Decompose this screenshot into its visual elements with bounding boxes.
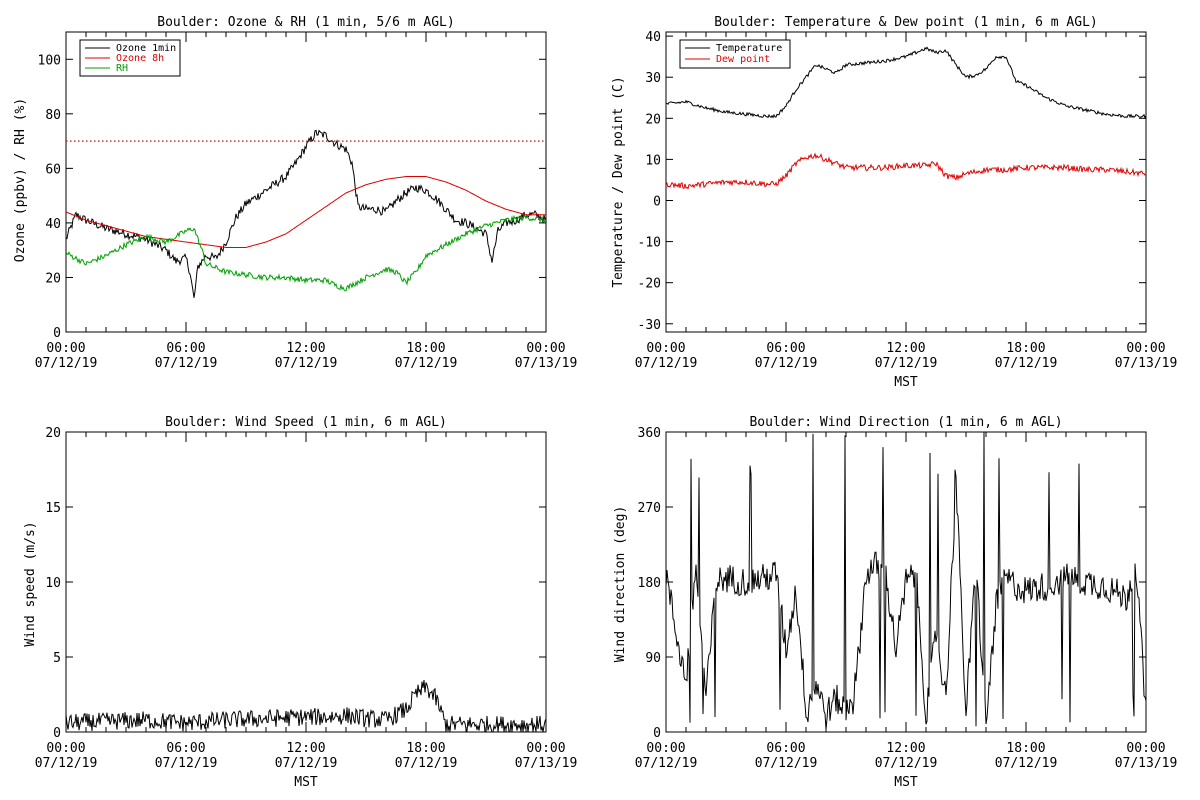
x-tick-label: 00:00 xyxy=(646,741,685,756)
x-tick-date-label: 07/12/19 xyxy=(875,356,938,371)
x-tick-label: 00:00 xyxy=(646,341,685,356)
y-tick-label: 20 xyxy=(645,112,661,127)
x-tick-label: 12:00 xyxy=(286,741,325,756)
x-tick-date-label: 07/12/19 xyxy=(395,356,458,371)
chart-title: Boulder: Wind Speed (1 min, 6 m AGL) xyxy=(165,415,447,430)
y-tick-label: 90 xyxy=(645,651,661,666)
y-tick-label: 10 xyxy=(645,153,661,168)
y-tick-label: 60 xyxy=(45,162,61,177)
legend-entry: Temperature xyxy=(716,43,782,54)
x-tick-label: 06:00 xyxy=(166,341,205,356)
y-tick-label: -30 xyxy=(638,318,661,333)
x-tick-date-label: 07/12/19 xyxy=(995,356,1058,371)
legend-entry: Ozone 1min xyxy=(116,43,176,54)
x-tick-label: 18:00 xyxy=(1006,741,1045,756)
temperature-dewpoint-panel: Boulder: Temperature & Dew point (1 min,… xyxy=(611,15,1177,390)
x-tick-date-label: 07/13/19 xyxy=(515,756,578,771)
legend-box xyxy=(679,39,791,69)
legend-entry: Ozone 8h xyxy=(116,53,164,64)
x-tick-date-label: 07/12/19 xyxy=(35,756,98,771)
y-tick-label: 270 xyxy=(638,501,661,516)
x-tick-label: 12:00 xyxy=(886,741,925,756)
x-tick-label: 12:00 xyxy=(886,341,925,356)
x-tick-date-label: 07/13/19 xyxy=(1115,356,1178,371)
y-tick-label: 30 xyxy=(645,71,661,86)
chart-title: Boulder: Wind Direction (1 min, 6 m AGL) xyxy=(749,415,1062,430)
y-axis-label: Ozone (ppbv) / RH (%) xyxy=(13,98,28,262)
x-tick-date-label: 07/12/19 xyxy=(155,756,218,771)
y-tick-label: 40 xyxy=(45,217,61,232)
x-tick-date-label: 07/12/19 xyxy=(755,756,818,771)
x-tick-label: 00:00 xyxy=(526,341,565,356)
x-tick-label: 06:00 xyxy=(766,341,805,356)
x-tick-date-label: 07/13/19 xyxy=(1115,756,1178,771)
x-tick-date-label: 07/12/19 xyxy=(395,756,458,771)
y-tick-label: -10 xyxy=(638,236,661,251)
series-line xyxy=(66,129,546,298)
x-tick-label: 00:00 xyxy=(1126,341,1165,356)
y-tick-label: 15 xyxy=(45,501,61,516)
x-tick-label: 00:00 xyxy=(46,341,85,356)
series-line xyxy=(666,152,1146,190)
x-tick-date-label: 07/12/19 xyxy=(635,356,698,371)
y-tick-label: 10 xyxy=(45,576,61,591)
y-axis-label: Temperature / Dew point (C) xyxy=(611,76,626,287)
ozone-rh-panel: Boulder: Ozone & RH (1 min, 5/6 m AGL) O… xyxy=(13,15,577,371)
series-line xyxy=(66,680,546,732)
x-tick-label: 18:00 xyxy=(1006,341,1045,356)
chart-title: Boulder: Ozone & RH (1 min, 5/6 m AGL) xyxy=(157,15,454,30)
x-tick-label: 06:00 xyxy=(166,741,205,756)
x-tick-date-label: 07/13/19 xyxy=(515,356,578,371)
x-tick-date-label: 07/12/19 xyxy=(275,756,338,771)
x-tick-label: 00:00 xyxy=(1126,741,1165,756)
y-tick-label: 0 xyxy=(653,194,661,209)
y-tick-label: 0 xyxy=(53,726,61,741)
y-tick-label: 360 xyxy=(638,426,661,441)
chart-title: Boulder: Temperature & Dew point (1 min,… xyxy=(714,15,1098,30)
x-tick-date-label: 07/12/19 xyxy=(35,356,98,371)
series-line xyxy=(66,214,546,292)
y-tick-label: -20 xyxy=(638,277,661,292)
y-axis-label: Wind speed (m/s) xyxy=(23,521,38,646)
wind-direction-panel: Boulder: Wind Direction (1 min, 6 m AGL)… xyxy=(613,415,1177,790)
y-tick-label: 20 xyxy=(45,426,61,441)
y-tick-label: 100 xyxy=(38,53,61,68)
y-tick-label: 20 xyxy=(45,271,61,286)
x-tick-label: 00:00 xyxy=(46,741,85,756)
series-line xyxy=(666,432,1146,730)
x-tick-label: 18:00 xyxy=(406,741,445,756)
legend-entry: Dew point xyxy=(716,54,770,65)
x-tick-date-label: 07/12/19 xyxy=(875,756,938,771)
legend-entry: RH xyxy=(116,63,128,74)
x-tick-date-label: 07/12/19 xyxy=(755,356,818,371)
x-tick-date-label: 07/12/19 xyxy=(995,756,1058,771)
x-tick-date-label: 07/12/19 xyxy=(635,756,698,771)
series-line xyxy=(666,46,1146,120)
x-tick-date-label: 07/12/19 xyxy=(275,356,338,371)
y-tick-label: 180 xyxy=(638,576,661,591)
x-tick-label: 12:00 xyxy=(286,341,325,356)
x-tick-label: 06:00 xyxy=(766,741,805,756)
x-tick-label: 18:00 xyxy=(406,341,445,356)
x-axis-label: MST xyxy=(894,375,918,390)
x-axis-label: MST xyxy=(894,775,918,790)
y-axis-label: Wind direction (deg) xyxy=(613,506,628,663)
y-tick-label: 0 xyxy=(653,726,661,741)
x-tick-label: 00:00 xyxy=(526,741,565,756)
y-tick-label: 0 xyxy=(53,326,61,341)
x-axis-label: MST xyxy=(294,775,318,790)
wind-speed-panel: Boulder: Wind Speed (1 min, 6 m AGL) Win… xyxy=(23,415,577,790)
y-tick-label: 40 xyxy=(645,30,661,45)
y-tick-label: 80 xyxy=(45,108,61,123)
x-tick-date-label: 07/12/19 xyxy=(155,356,218,371)
y-tick-label: 5 xyxy=(53,651,61,666)
